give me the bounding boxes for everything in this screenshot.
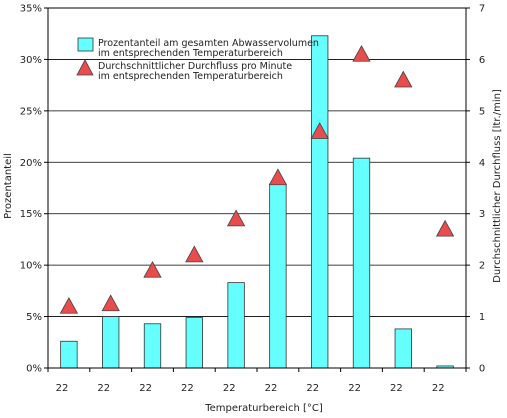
legend-triangle-marker [76,59,94,76]
y2-axis-title: Durchschnittlicher Durchfluss [ltr./min] [492,89,503,283]
x-tick-label: 22 [56,383,69,394]
y-axis-ticks: 0% 5% 10% 15% 20% 25% 30% 35% [20,4,48,375]
legend-bar-label-line2: im entsprechenden Temperaturbereich [98,48,283,59]
bar [143,323,162,369]
y2-tick-label: 6 [479,55,485,66]
bar [311,35,329,369]
y-axis-title: Prozentanteil [3,153,14,219]
flow-markers [59,44,455,314]
bar [102,316,120,369]
bar [394,328,412,369]
bar [185,317,203,369]
y-tick-label: 5% [26,312,42,323]
y-tick-label: 0% [26,364,42,375]
legend-flow-label-line2: im entsprechenden Temperaturbereich [98,71,283,82]
y2-axis-ticks: 0 1 2 3 4 5 6 7 [466,4,485,375]
flow-marker [59,296,79,314]
flow-marker [185,245,204,263]
flow-marker [101,294,120,312]
y-tick-label: 30% [20,55,42,66]
flow-marker [394,70,413,88]
y-tick-label: 15% [20,209,42,220]
legend-flow-label-line1: Durchschnittlicher Durchfluss pro Minute [98,61,292,72]
y-tick-label: 35% [20,4,42,15]
y-tick-label: 20% [20,158,42,169]
x-tick-label: 22 [306,383,319,394]
x-tick-label: 22 [97,383,110,394]
y2-tick-label: 0 [479,364,485,375]
bars [60,35,454,369]
y-tick-label: 25% [20,106,42,117]
legend: Prozentanteil am gesamten Abwasservolume… [76,37,319,82]
flow-marker [226,209,246,227]
bar [60,340,78,369]
flow-marker [352,44,371,62]
flow-marker [143,260,162,278]
y2-tick-label: 3 [479,209,485,220]
bar [269,183,287,369]
y2-tick-label: 4 [479,158,485,169]
x-axis-title: Temperaturbereich [°C] [204,403,323,414]
x-tick-label: 22 [181,383,194,394]
legend-bar-label-line1: Prozentanteil am gesamten Abwasservolume… [98,38,319,49]
legend-bar-swatch [77,37,94,52]
x-tick-label: 22 [223,383,236,394]
y2-tick-label: 2 [479,261,485,272]
flow-marker [435,219,455,237]
bar [352,157,371,369]
grid-lines [48,59,466,317]
x-tick-label: 22 [139,383,152,394]
x-axis-ticks: 22 22 22 22 22 22 22 22 22 22 [47,368,467,394]
x-tick-label: 22 [432,383,445,394]
x-tick-label: 22 [348,383,361,394]
x-tick-label: 22 [390,383,403,394]
x-tick-label: 22 [265,383,278,394]
bar [227,282,245,369]
y2-tick-label: 5 [479,106,485,117]
flow-marker [310,122,329,139]
flow-marker [268,168,288,186]
y2-tick-label: 7 [479,4,485,15]
y-tick-label: 10% [20,261,42,272]
y2-tick-label: 1 [479,312,485,323]
